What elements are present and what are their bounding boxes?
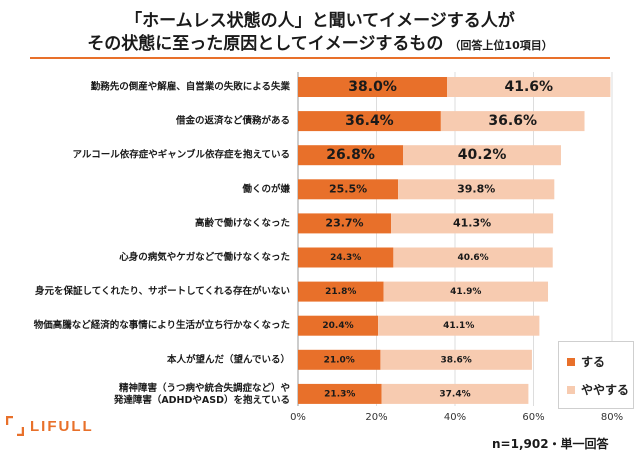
- title-underline: [30, 57, 610, 59]
- value-label-suru: 26.8%: [326, 147, 375, 163]
- value-label-suru: 21.0%: [324, 355, 355, 365]
- bar-suru: [298, 179, 399, 200]
- bar-yayasuru: [403, 145, 561, 166]
- value-label-yayasuru: 39.8%: [457, 182, 495, 195]
- bar-suru: [298, 315, 379, 336]
- category-label: 高齢で働けなくなった: [195, 217, 290, 229]
- category-label: 借金の返済など債務がある: [175, 115, 290, 127]
- bar-suru: [298, 77, 448, 97]
- lifull-wordmark: LIFULL: [30, 417, 94, 435]
- lifull-bracket-icon: [6, 416, 24, 436]
- value-label-yayasuru: 41.9%: [450, 287, 481, 297]
- category-label: 本人が望んだ（望んでいる）: [167, 353, 290, 365]
- value-label-suru: 20.4%: [322, 321, 353, 331]
- value-label-suru: 25.5%: [329, 182, 367, 195]
- bar-suru: [298, 281, 384, 302]
- legend-label-suru: する: [581, 355, 606, 369]
- value-label-yayasuru: 38.6%: [441, 355, 472, 365]
- bar-yayasuru: [440, 111, 585, 132]
- category-label: 身元を保証してくれたり、サポートしてくれる存在がいない: [35, 285, 290, 297]
- value-label-suru: 38.0%: [348, 79, 397, 95]
- bar-yayasuru: [391, 213, 554, 234]
- bar-yayasuru: [393, 247, 553, 268]
- category-label: 心身の病気やケガなどで働けなくなった: [119, 251, 290, 263]
- chart-title-line2: その状態に至った原因としてイメージするもの （回答上位10項目）: [0, 29, 640, 54]
- bar-yayasuru: [383, 281, 549, 302]
- legend-swatch-yayasuru: [567, 385, 575, 394]
- category-label: 勤務先の倒産や解雇、自営業の失敗による失業: [91, 81, 291, 93]
- value-label-suru: 24.3%: [330, 253, 361, 263]
- bar-yayasuru: [447, 77, 611, 97]
- bar-yayasuru: [380, 349, 532, 370]
- category-label: 働くのが嫌: [241, 183, 290, 195]
- value-label-suru: 23.7%: [325, 216, 363, 229]
- value-label-yayasuru: 40.6%: [457, 253, 488, 263]
- chart-legend: する ややする: [558, 341, 634, 409]
- bar-suru: [298, 145, 404, 166]
- value-label-yayasuru: 37.4%: [439, 389, 470, 399]
- x-tick-label: 60%: [522, 412, 544, 423]
- x-tick-label: 40%: [444, 412, 466, 423]
- bar-suru: [298, 213, 392, 234]
- sample-note: n=1,902・単一回答: [492, 437, 609, 451]
- legend-item-yayasuru: ややする: [567, 381, 629, 398]
- category-label: 物価高騰など経済的な事情により生活が立ち行かなくなった: [34, 319, 290, 331]
- chart-title-subtitle: （回答上位10項目）: [449, 39, 553, 52]
- x-tick-label: 20%: [365, 412, 387, 423]
- bar-suru: [298, 111, 441, 132]
- chart-title-main: その状態に至った原因としてイメージするもの: [87, 34, 444, 54]
- legend-label-yayasuru: ややする: [581, 383, 630, 397]
- value-label-suru: 21.3%: [324, 389, 355, 399]
- legend-swatch-suru: [567, 357, 575, 366]
- category-label: アルコール依存症やギャンブル依存症を抱えている: [73, 149, 290, 161]
- bar-suru: [298, 349, 381, 370]
- x-tick-label: 0%: [290, 412, 306, 423]
- value-label-yayasuru: 41.3%: [453, 216, 491, 229]
- bar-yayasuru: [378, 315, 540, 336]
- value-label-yayasuru: 36.6%: [488, 113, 537, 129]
- bar-yayasuru: [398, 179, 555, 200]
- bar-yayasuru: [381, 383, 529, 404]
- legend-item-suru: する: [567, 353, 605, 370]
- chart-title-line1: 「ホームレス状態の人」と聞いてイメージする人が: [125, 11, 515, 31]
- bar-suru: [298, 247, 394, 268]
- value-label-yayasuru: 40.2%: [458, 147, 507, 163]
- category-label: 精神障害（うつ病や統合失調症など）や発達障害（ADHDやASD）を抱えている: [113, 382, 290, 406]
- x-tick-label: 80%: [601, 412, 623, 423]
- value-label-suru: 36.4%: [345, 113, 394, 129]
- lifull-logo: LIFULL: [6, 415, 94, 437]
- value-label-yayasuru: 41.6%: [505, 79, 554, 95]
- bar-suru: [298, 383, 382, 404]
- value-label-suru: 21.8%: [325, 287, 356, 297]
- value-label-yayasuru: 41.1%: [443, 321, 474, 331]
